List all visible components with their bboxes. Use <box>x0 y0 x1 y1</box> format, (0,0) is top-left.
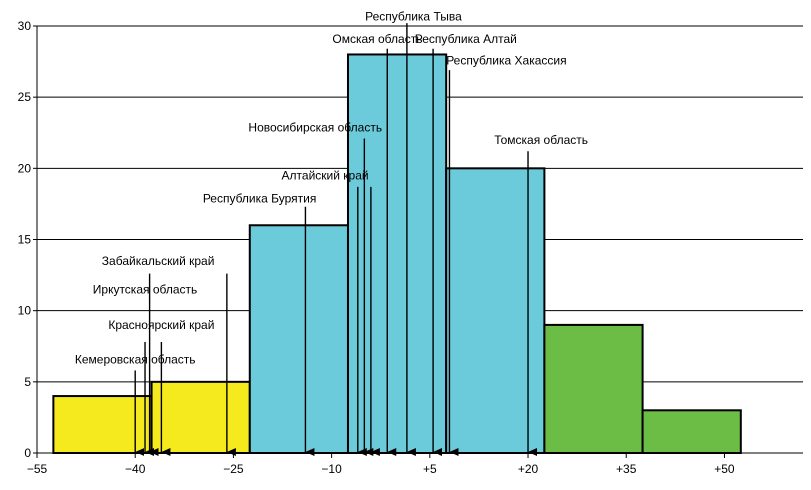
histogram-bar-7 <box>641 409 742 454</box>
annotation-label-2: Красноярский край <box>108 318 214 332</box>
annotation-label-6: Алтайский край <box>282 169 369 183</box>
labels-layer: Кемеровская область Красноярский край Ирку… <box>75 9 588 366</box>
y-tick-label-0: 0 <box>24 446 31 460</box>
annotation-label-3: Иркутская область <box>93 283 198 297</box>
axes-layer: 0 5 10 15 20 25 30 −55 −40 −25 −10 +5 +20 +35 +50 <box>18 19 803 476</box>
histogram-bar-4 <box>346 53 448 454</box>
annotation-label-1: Кемеровская область <box>75 352 196 366</box>
y-tick-label-5: 5 <box>24 375 31 389</box>
x-tick-label-35: +35 <box>616 462 637 476</box>
histogram-bar-2 <box>150 380 251 455</box>
x-tick-label-50: +50 <box>714 462 735 476</box>
annotation-label-11: Республика Хакассия <box>446 53 566 67</box>
y-tick-label-25: 25 <box>18 90 32 104</box>
x-tick-label-20: +20 <box>518 462 539 476</box>
histogram-bar-5 <box>445 167 546 454</box>
annotation-label-7: Новосибирская область <box>248 120 382 134</box>
x-tick-label--40: −40 <box>125 462 146 476</box>
y-tick-label-10: 10 <box>18 304 32 318</box>
annotation-label-12: Томская область <box>494 133 588 147</box>
histogram-bar-3 <box>248 224 349 454</box>
annotation-label-4: Забайкальский край <box>102 254 215 268</box>
histogram-bar-6 <box>543 323 644 454</box>
annotation-label-9: Республика Тыва <box>365 9 462 23</box>
annotation-label-10: Республика Алтай <box>415 32 517 46</box>
x-tick-label-5: +5 <box>423 462 437 476</box>
annotation-label-5: Республика Бурятия <box>203 191 317 205</box>
x-tick-label--25: −25 <box>223 462 244 476</box>
y-tick-label-20: 20 <box>18 161 32 175</box>
x-tick-label--10: −10 <box>321 462 342 476</box>
histogram-bar-1 <box>52 395 153 455</box>
y-tick-label-30: 30 <box>18 19 32 33</box>
arrows-layer <box>134 23 538 456</box>
annotation-label-8: Омская область <box>332 32 422 46</box>
y-tick-label-15: 15 <box>18 233 32 247</box>
x-tick-label--55: −55 <box>27 462 48 476</box>
